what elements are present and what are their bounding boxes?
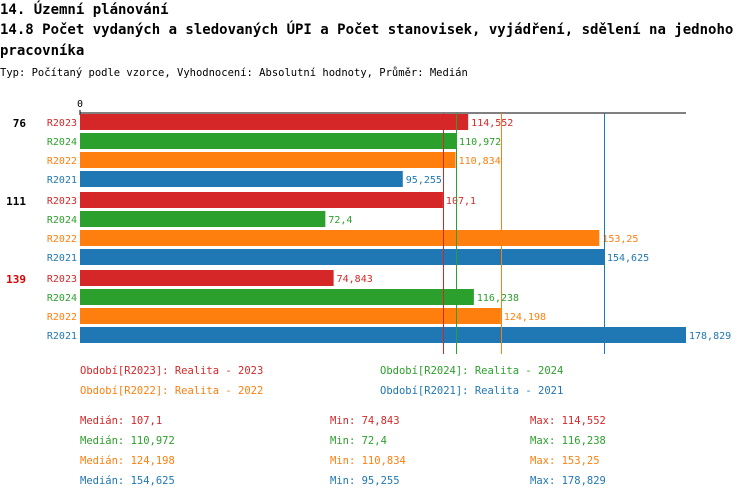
series-label: R2024 [47, 215, 77, 226]
series-label: R2021 [47, 175, 77, 186]
stat-min: Min: 74,843 [330, 415, 400, 427]
legend-item: Období[R2023]: Realita - 2023 [80, 365, 264, 377]
series-label: R2024 [47, 293, 77, 304]
series-label: R2023 [47, 274, 77, 285]
value-label: 110,834 [459, 156, 501, 167]
value-label: 107,1 [446, 196, 476, 207]
chart-subtitle: 14.8 Počet vydaných a sledovaných ÚPI a … [0, 22, 734, 59]
bar [80, 211, 326, 227]
value-label: 178,829 [689, 331, 731, 342]
legend-item: Období[R2021]: Realita - 2021 [380, 385, 564, 397]
series-label: R2021 [47, 331, 77, 342]
value-label: 124,198 [504, 312, 546, 323]
stat-max: Max: 116,238 [530, 435, 606, 447]
page-title: 14. Územní plánování [0, 2, 169, 18]
value-label: 110,972 [459, 137, 501, 148]
series-label: R2022 [47, 234, 77, 245]
bar [80, 249, 604, 265]
stat-max: Max: 178,829 [530, 475, 606, 487]
bar [80, 114, 469, 130]
series-label: R2022 [47, 312, 77, 323]
stat-median: Medián: 124,198 [80, 455, 175, 467]
bar [80, 171, 403, 187]
stat-max: Max: 153,25 [530, 455, 600, 467]
value-label: 72,4 [328, 215, 352, 226]
value-label: 74,843 [337, 274, 373, 285]
stat-min: Min: 72,4 [330, 435, 387, 447]
bar [80, 152, 456, 168]
series-label: R2022 [47, 156, 77, 167]
series-label: R2023 [47, 118, 77, 129]
bar [80, 133, 457, 149]
group-label: 139 [6, 273, 26, 286]
series-label: R2023 [47, 196, 77, 207]
stat-median: Medián: 107,1 [80, 415, 163, 427]
bar [80, 230, 600, 246]
axis-zero-label: 0 [77, 99, 83, 110]
value-label: 154,625 [607, 253, 649, 264]
series-label: R2024 [47, 137, 77, 148]
bar [80, 192, 443, 208]
value-label: 116,238 [477, 293, 519, 304]
bar [80, 327, 686, 343]
bar [80, 289, 474, 305]
legend-item: Období[R2022]: Realita - 2022 [80, 385, 264, 397]
value-label: 114,552 [471, 118, 513, 129]
stat-max: Max: 114,552 [530, 415, 606, 427]
value-label: 153,25 [602, 234, 638, 245]
value-label: 95,255 [406, 175, 442, 186]
stat-median: Medián: 110,972 [80, 435, 175, 447]
series-label: R2021 [47, 253, 77, 264]
group-label: 111 [6, 195, 26, 208]
stat-median: Medián: 154,625 [80, 475, 175, 487]
chart-meta: Typ: Počítaný podle vzorce, Vyhodnocení:… [0, 67, 468, 79]
legend-item: Období[R2024]: Realita - 2024 [380, 365, 564, 377]
group-label: 76 [13, 117, 27, 130]
bar [80, 270, 334, 286]
stat-min: Min: 95,255 [330, 475, 400, 487]
stat-min: Min: 110,834 [330, 455, 406, 467]
bar [80, 308, 501, 324]
